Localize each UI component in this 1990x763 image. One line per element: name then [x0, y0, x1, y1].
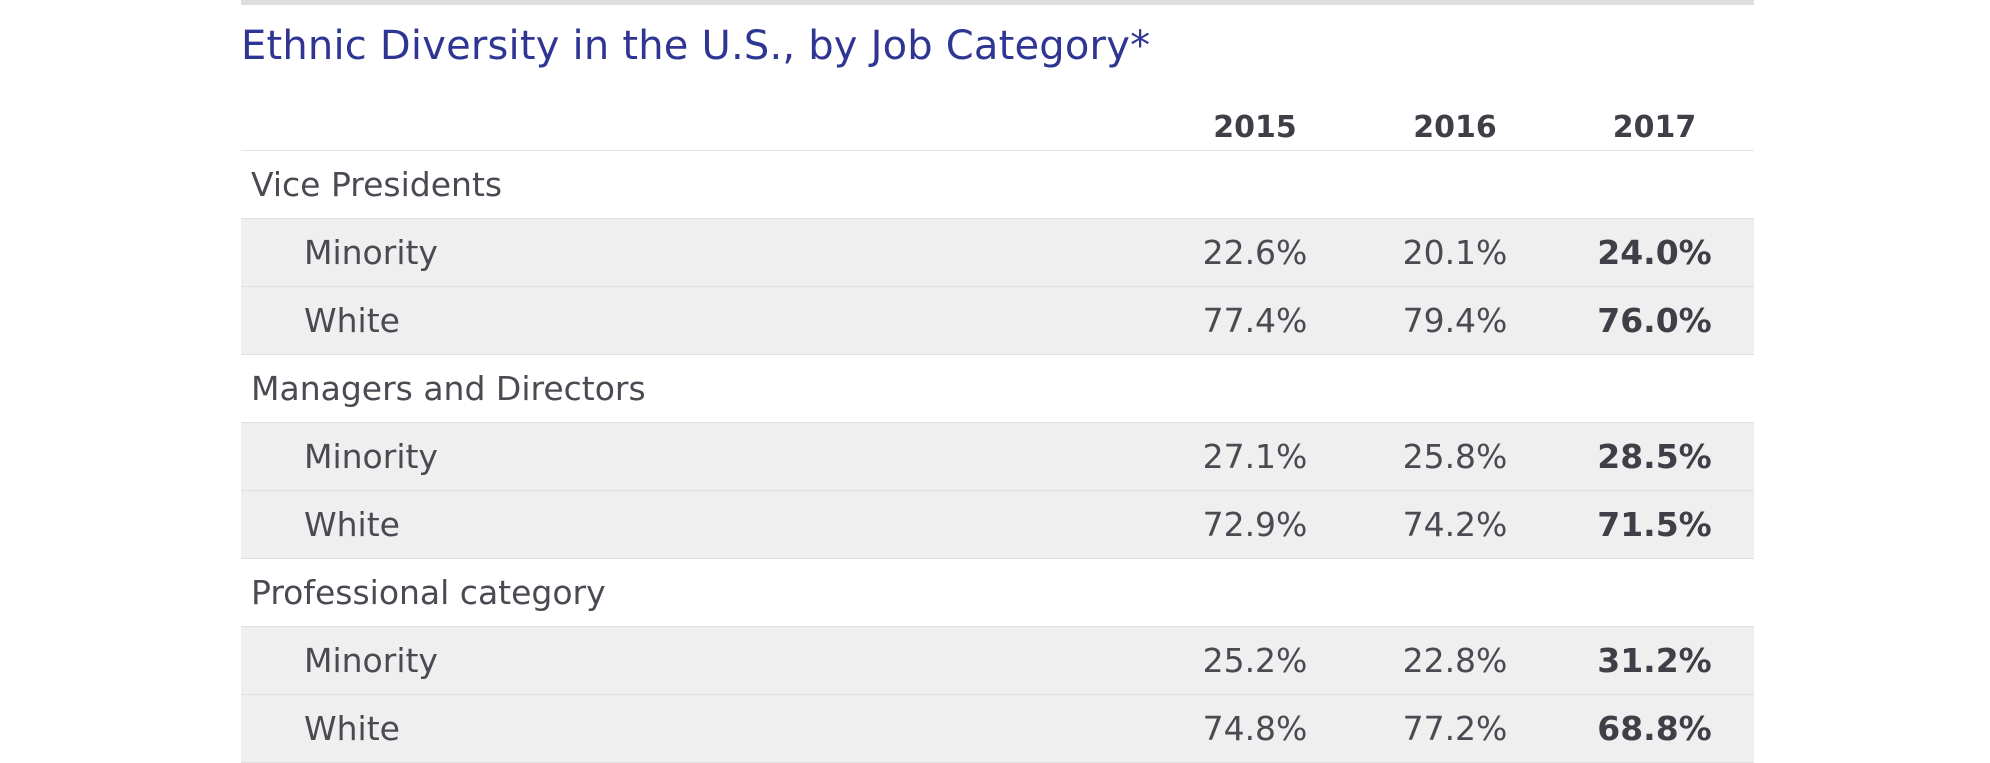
cell-2016: 25.8%	[1355, 422, 1555, 491]
top-divider	[241, 0, 1754, 5]
cell-2015: 27.1%	[1155, 422, 1355, 491]
table-row: White 77.4% 79.4% 76.0%	[241, 286, 1754, 355]
table-row: Minority 25.2% 22.8% 31.2%	[241, 626, 1754, 695]
row-label: Minority	[241, 218, 1155, 287]
row-label: White	[241, 694, 1155, 763]
column-header-2017: 2017	[1555, 104, 1754, 151]
cell-2017: 24.0%	[1555, 218, 1754, 287]
cell-2015: 72.9%	[1155, 490, 1355, 559]
group-label: Vice Presidents	[241, 150, 1754, 219]
group-row-professional-category: Professional category	[241, 558, 1754, 627]
table-row: Minority 27.1% 25.8% 28.5%	[241, 422, 1754, 491]
cell-2016: 77.2%	[1355, 694, 1555, 763]
cell-2017: 76.0%	[1555, 286, 1754, 355]
row-label: Minority	[241, 422, 1155, 491]
row-label: White	[241, 286, 1155, 355]
cell-2016: 79.4%	[1355, 286, 1555, 355]
group-label: Managers and Directors	[241, 354, 1754, 423]
cell-2016: 22.8%	[1355, 626, 1555, 695]
diversity-table-panel: Ethnic Diversity in the U.S., by Job Cat…	[241, 0, 1754, 763]
group-row-vice-presidents: Vice Presidents	[241, 150, 1754, 219]
row-label: Minority	[241, 626, 1155, 695]
column-header-category	[241, 104, 1155, 151]
table-row: White 74.8% 77.2% 68.8%	[241, 694, 1754, 763]
cell-2017: 68.8%	[1555, 694, 1754, 763]
column-header-2015: 2015	[1155, 104, 1355, 151]
cell-2017: 71.5%	[1555, 490, 1754, 559]
diversity-table: 2015 2016 2017 Vice Presidents Minority …	[241, 104, 1754, 763]
cell-2016: 20.1%	[1355, 218, 1555, 287]
row-label: White	[241, 490, 1155, 559]
cell-2015: 77.4%	[1155, 286, 1355, 355]
page-title: Ethnic Diversity in the U.S., by Job Cat…	[241, 23, 1151, 69]
cell-2016: 74.2%	[1355, 490, 1555, 559]
group-label: Professional category	[241, 558, 1754, 627]
table-row: White 72.9% 74.2% 71.5%	[241, 490, 1754, 559]
column-header-2016: 2016	[1355, 104, 1555, 151]
cell-2015: 25.2%	[1155, 626, 1355, 695]
cell-2015: 22.6%	[1155, 218, 1355, 287]
group-row-managers-and-directors: Managers and Directors	[241, 354, 1754, 423]
table-header-row: 2015 2016 2017	[241, 104, 1754, 151]
cell-2017: 28.5%	[1555, 422, 1754, 491]
cell-2017: 31.2%	[1555, 626, 1754, 695]
table-row: Minority 22.6% 20.1% 24.0%	[241, 218, 1754, 287]
cell-2015: 74.8%	[1155, 694, 1355, 763]
